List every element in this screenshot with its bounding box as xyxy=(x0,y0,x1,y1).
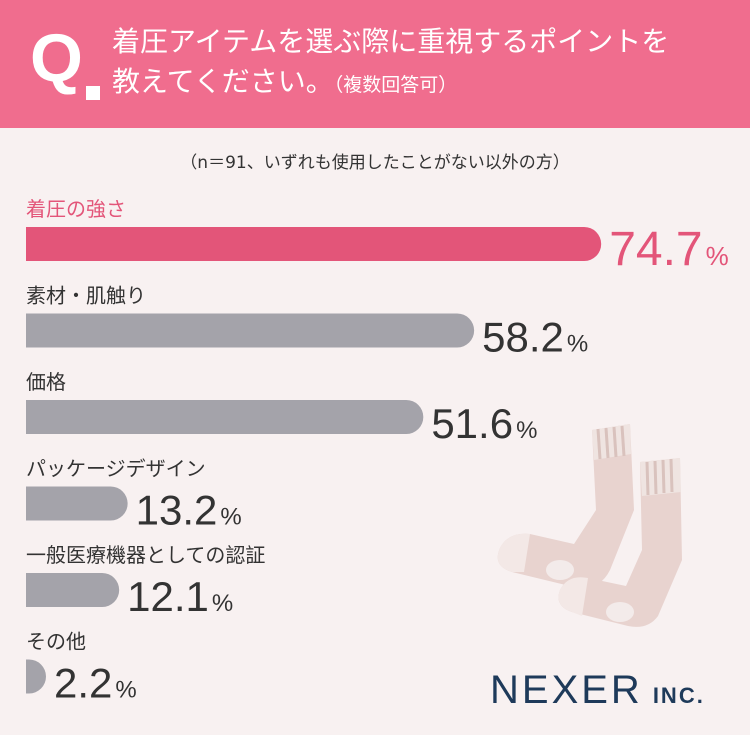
brand-logo: NEXER INC. xyxy=(490,668,705,713)
category-label: 着圧の強さ xyxy=(26,197,126,221)
data-label: 13.2% xyxy=(136,487,242,534)
data-label: 51.6% xyxy=(431,400,537,447)
sock-back-icon xyxy=(497,424,634,589)
data-label: 74.7% xyxy=(609,223,729,276)
category-label: 価格 xyxy=(26,370,66,394)
question-header: Q 着圧アイテムを選ぶ際に重視するポイントを 教えてください。（複数回答可） xyxy=(0,0,750,128)
data-label: 12.1% xyxy=(127,573,233,620)
data-label: 58.2% xyxy=(482,314,588,361)
brand-suffix: INC. xyxy=(652,683,705,708)
bar xyxy=(26,227,602,261)
category-label: 一般医療機器としての認証 xyxy=(26,543,265,567)
sample-note: （n＝91、いずれも使用したことがない以外の方） xyxy=(180,153,570,173)
socks-illustration-icon xyxy=(497,424,682,627)
category-label: その他 xyxy=(26,630,86,654)
q-dot-icon xyxy=(86,86,100,100)
bar xyxy=(26,400,424,434)
bar xyxy=(26,313,475,348)
brand-name: NEXER xyxy=(490,668,643,712)
sock-front-icon xyxy=(558,458,682,627)
question-sub: （複数回答可） xyxy=(333,74,458,96)
bar xyxy=(26,659,46,694)
question-text-2: 教えてください。 xyxy=(112,65,334,98)
category-label: パッケージデザイン xyxy=(26,457,206,481)
question-line-1: 着圧アイテムを選ぶ際に重視するポイントを xyxy=(112,25,670,58)
bar xyxy=(26,573,120,607)
data-label: 2.2% xyxy=(54,660,137,707)
question-line-2: 教えてください。（複数回答可） xyxy=(112,64,457,103)
bar xyxy=(26,486,128,521)
q-mark: Q xyxy=(30,20,83,96)
category-label: 素材・肌触り xyxy=(26,284,146,308)
